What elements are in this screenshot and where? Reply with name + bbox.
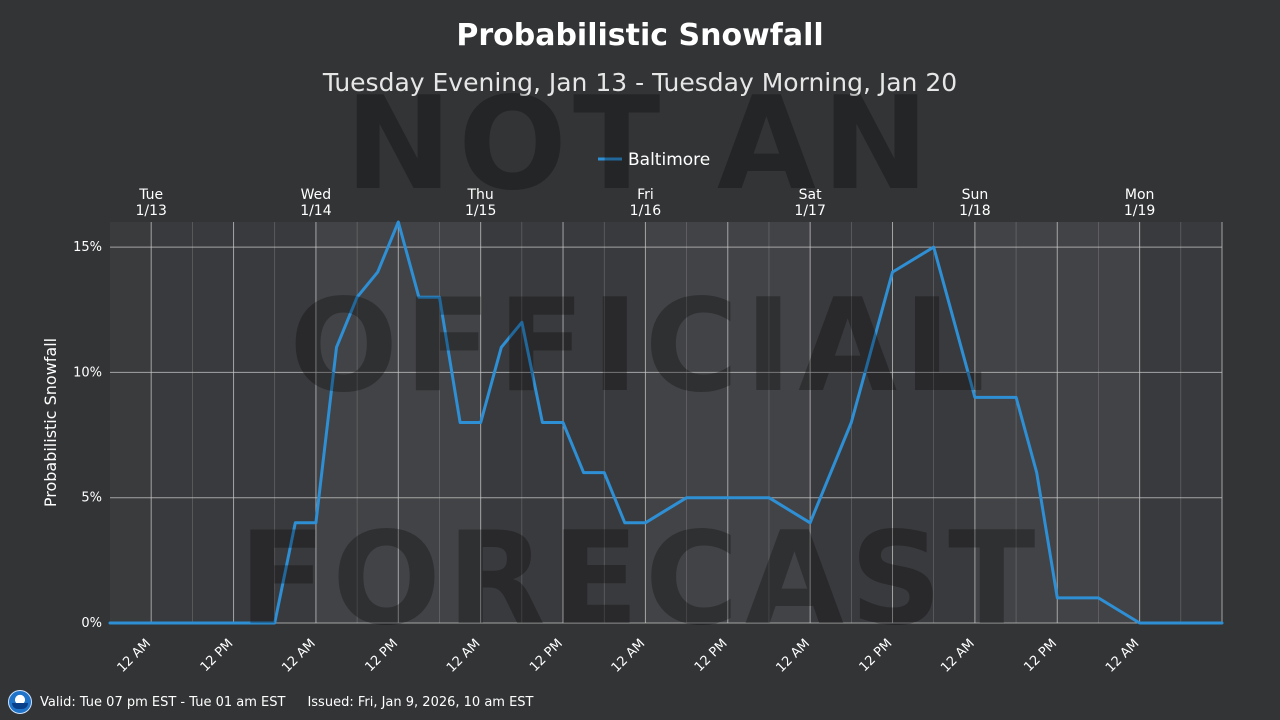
y-tick-label: 10% [73, 365, 102, 380]
day-label: Sun [962, 187, 989, 203]
y-tick-label: 0% [81, 616, 102, 631]
date-label: 1/16 [630, 203, 662, 219]
y-tick-label: 5% [81, 491, 102, 506]
day-label: Mon [1125, 187, 1155, 203]
x-tick-label: 12 AM [279, 636, 318, 675]
chart-subtitle: Tuesday Evening, Jan 13 - Tuesday Mornin… [322, 68, 958, 97]
x-tick-label: 12 AM [1103, 636, 1142, 675]
snowfall-chart: 0% 5% 10% 15% Probabilistic Snowfall 12 AM 12 … [41, 150, 1224, 676]
chart-title: Probabilistic Snowfall [456, 18, 824, 53]
date-label: 1/18 [959, 203, 990, 219]
x-tick-label: 12 AM [115, 636, 154, 675]
day-band [1139, 222, 1222, 623]
date-label: 1/13 [135, 203, 166, 219]
day-label: Tue [138, 187, 163, 203]
x-tick-label: 12 AM [444, 636, 483, 675]
x-tick-label: 12 AM [938, 636, 977, 675]
day-label: Sat [799, 187, 822, 203]
date-label: 1/19 [1124, 203, 1155, 219]
x-tick-label: 12 PM [857, 636, 896, 675]
x-tick-label: 12 PM [527, 636, 566, 675]
date-label: 1/15 [465, 203, 496, 219]
date-label: 1/14 [300, 203, 332, 219]
issued-time: Issued: Fri, Jan 9, 2026, 10 am EST [307, 694, 534, 710]
y-axis-label: Probabilistic Snowfall [41, 338, 60, 507]
valid-time: Valid: Tue 07 pm EST - Tue 01 am EST [40, 694, 286, 710]
x-tick-label: 12 AM [609, 636, 648, 675]
footer: Valid: Tue 07 pm EST - Tue 01 am EST Iss… [8, 690, 534, 714]
x-tick-label: 12 AM [774, 636, 813, 675]
y-tick-label: 15% [73, 240, 102, 255]
noaa-logo-icon [8, 690, 32, 714]
x-tick-label: 12 PM [198, 636, 237, 675]
x-tick-label: 12 PM [692, 636, 731, 675]
date-label: 1/17 [794, 203, 825, 219]
x-tick-label: 12 PM [1021, 636, 1060, 675]
x-tick-label: 12 PM [362, 636, 401, 675]
series-line-baltimore [108, 220, 1224, 625]
day-label: Fri [637, 187, 654, 203]
day-label: Wed [301, 187, 332, 203]
day-label: Thu [467, 187, 494, 203]
legend-label: Baltimore [628, 150, 710, 170]
